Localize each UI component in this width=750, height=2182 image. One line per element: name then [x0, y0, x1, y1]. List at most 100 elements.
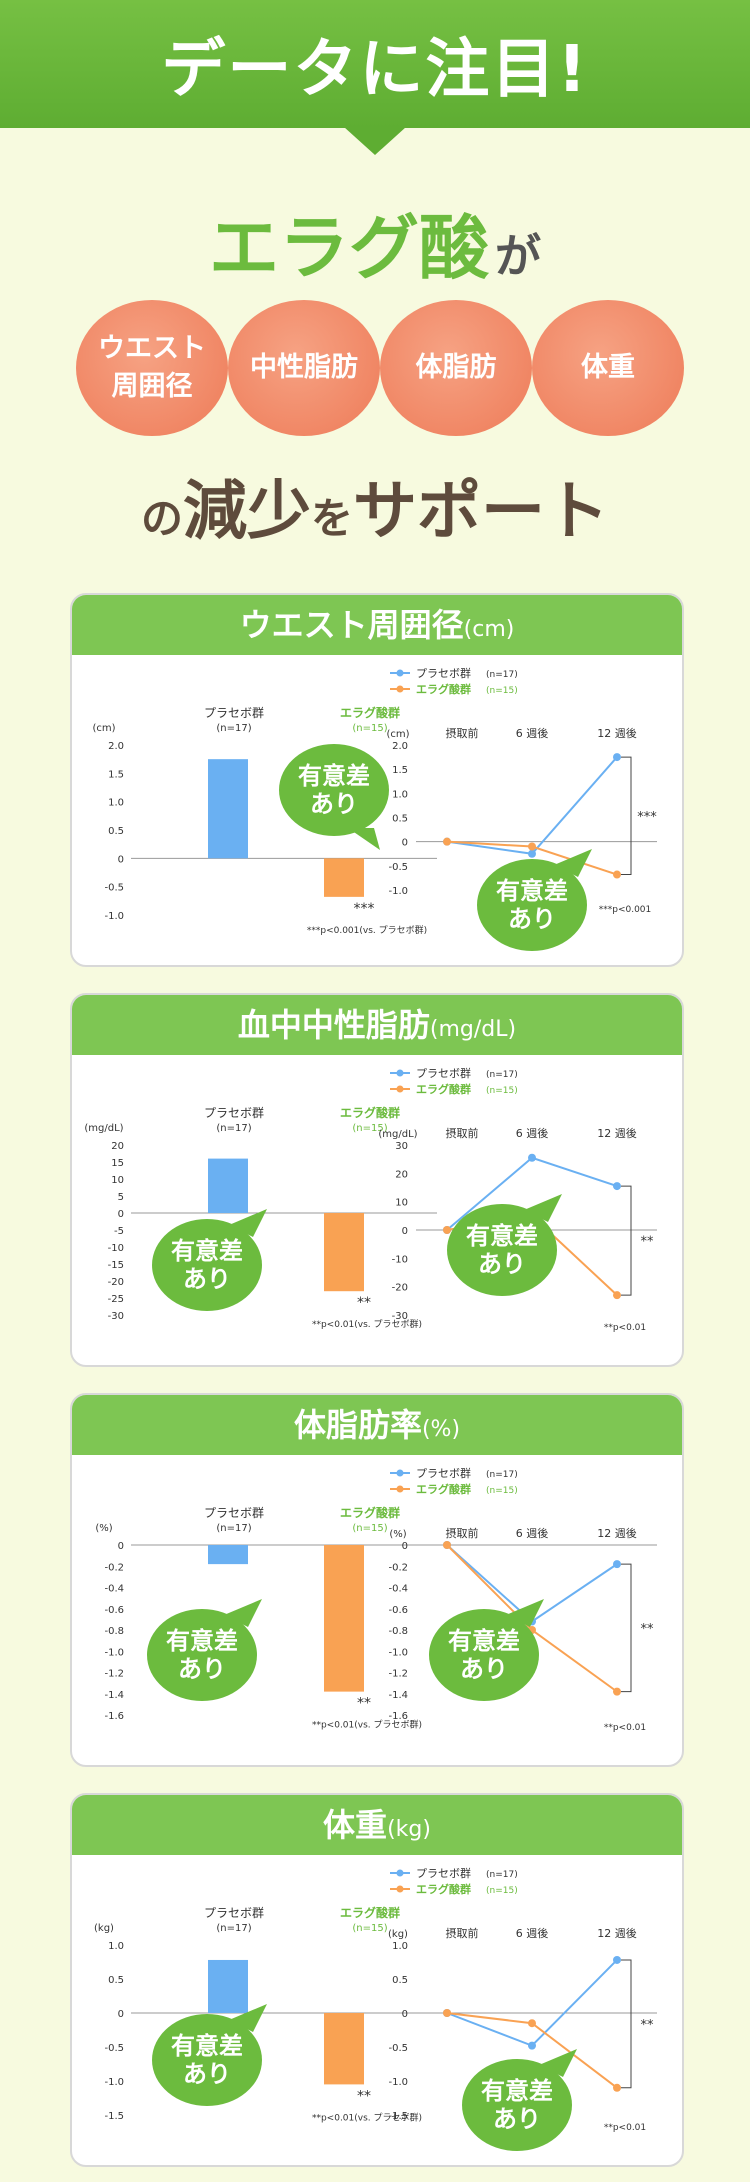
panel-chart: (%)0-0.2-0.4-0.6-0.8-1.0-1.2-1.4-1.6プラセボ… — [95, 1466, 657, 1733]
panel-chart: (kg)1.00.50-0.5-1.0-1.5プラセボ群(n=17)エラグ酸群(… — [94, 1866, 657, 2151]
significance-bracket — [621, 1185, 632, 1296]
panel-waist: ウエスト周囲径(cm) (cm) 2.0 1.5 1.0 0.5 0 -0.5 -1.0 プラセ… — [70, 593, 684, 967]
line-tick-label: -20 — [392, 1283, 408, 1294]
line-x-label: 12 週後 — [597, 1126, 637, 1140]
bar-tick-label: -1.4 — [104, 1690, 124, 1701]
panel-title-unit: (%) — [421, 1417, 461, 1442]
support-text: 減少 — [183, 475, 311, 549]
data-point — [528, 2019, 536, 2028]
bar-group-n: (n=15) — [352, 1523, 387, 1534]
legend-marker — [396, 1069, 404, 1077]
line-axis-unit: (mg/dL) — [378, 1129, 417, 1140]
line-p-note: **p<0.01 — [604, 1323, 646, 1333]
line-tick-label: -0.8 — [388, 1626, 408, 1637]
line-tick-label: -30 — [392, 1311, 408, 1322]
bar-group-label: エラグ酸群 — [340, 1105, 400, 1120]
line-tick-label: 0 — [402, 1226, 408, 1237]
bar-significance-stars: ** — [357, 1696, 371, 1712]
line-p-note: **p<0.01 — [604, 1723, 646, 1733]
line-x-label: 摂取前 — [446, 726, 479, 740]
bar-group-label: プラセボ群 — [204, 1506, 264, 1520]
data-point — [443, 1226, 451, 1234]
line-tick-label: 1.0 — [392, 1941, 408, 1952]
legend-n: (n=17) — [486, 1870, 518, 1880]
bubble-text: 有意差 — [298, 762, 370, 790]
panel-title: ウエスト周囲径(cm) — [72, 595, 682, 655]
line-tick-label: -0.6 — [388, 1605, 408, 1616]
bubble-shape — [447, 1204, 557, 1296]
data-point — [613, 870, 621, 879]
support-text: サポート — [353, 475, 610, 549]
hero-headline: エラグ酸が — [0, 192, 750, 293]
line-significance-stars: ** — [641, 1622, 655, 1637]
data-point — [613, 1560, 621, 1569]
bar-tick-label: -15 — [108, 1260, 124, 1271]
circle-label: ウエスト 周囲径 — [98, 333, 206, 402]
line-tick-label: 10 — [395, 1198, 408, 1209]
bar-tick-label: -0.6 — [104, 1605, 124, 1616]
panel-title-text: ウエスト周囲径 — [239, 606, 464, 644]
data-point — [613, 753, 621, 762]
line-x-label: 6 週後 — [516, 726, 549, 740]
line-tick-label: -1.0 — [388, 1647, 408, 1658]
circle-body-weight: 体重 — [532, 300, 684, 436]
bar-axis-unit: (%) — [95, 1523, 112, 1534]
line-x-label: 6 週後 — [516, 1526, 549, 1540]
bar-tick-label: -5 — [114, 1226, 124, 1237]
bubble-text: あり — [460, 1655, 508, 1683]
bar-tick-label: 0 — [118, 1541, 124, 1552]
bar-tick-label: 0.5 — [108, 826, 124, 837]
legend-label: エラグ酸群 — [416, 1082, 471, 1096]
bar-p-note: **p<0.01(vs. プラセボ群) — [312, 1719, 422, 1731]
bar-tick-label: -1.0 — [104, 1647, 124, 1658]
legend-label: プラセボ群 — [416, 1866, 471, 1880]
legend-label: プラセボ群 — [416, 1066, 471, 1080]
bubble-shape — [429, 1609, 539, 1701]
line-tick-label: 0 — [402, 1541, 408, 1552]
bubble-tail — [554, 849, 592, 877]
bar — [324, 1213, 364, 1292]
line-x-label: 12 週後 — [597, 1926, 637, 1940]
bubble-tail — [224, 1599, 262, 1627]
bar-tick-label: 0 — [118, 1209, 124, 1220]
bubble-shape — [279, 744, 389, 836]
legend-n: (n=17) — [486, 670, 518, 680]
support-text: の — [140, 494, 183, 543]
significance-bracket — [621, 756, 632, 876]
legend-marker — [396, 1885, 404, 1893]
bar-tick-label: 5 — [118, 1192, 124, 1203]
line-x-label: 摂取前 — [446, 1926, 479, 1940]
line-tick-label: 20 — [395, 1169, 408, 1180]
data-point — [528, 842, 536, 851]
panel-title-text: 体重 — [323, 1806, 388, 1844]
line-axis-unit: (cm) — [386, 729, 409, 740]
bar — [324, 1545, 364, 1692]
bubble-text: 有意差 — [171, 1237, 243, 1265]
bar-tick-label: 0 — [118, 854, 124, 865]
data-point — [528, 1153, 536, 1162]
legend-label: プラセボ群 — [416, 1466, 471, 1480]
page-title: データに注目! — [161, 33, 589, 107]
bubble-tail — [229, 1209, 267, 1237]
bar — [324, 2013, 364, 2085]
bar-group-n: (n=15) — [352, 1923, 387, 1934]
bar-tick-label: -1.6 — [104, 1711, 124, 1722]
bar-significance-stars: ** — [357, 2088, 371, 2104]
bar — [208, 759, 248, 859]
bar-group-label: プラセボ群 — [204, 706, 264, 720]
bar-tick-label: -0.5 — [104, 883, 124, 894]
bubble-shape — [152, 1219, 262, 1311]
bubble-text: 有意差 — [448, 1627, 520, 1655]
data-point — [613, 1291, 621, 1300]
bar-group-n: (n=15) — [352, 723, 387, 734]
bar-group-label: エラグ酸群 — [340, 705, 400, 720]
line-tick-label: 0.5 — [392, 1975, 408, 1986]
support-line: の減少をサポート — [0, 460, 750, 552]
bar-axis-unit: (mg/dL) — [84, 1123, 123, 1134]
legend-label: エラグ酸群 — [416, 1482, 471, 1496]
legend-label: エラグ酸群 — [416, 1882, 471, 1896]
legend-marker — [396, 1869, 404, 1877]
bubble-tail — [539, 2049, 577, 2077]
